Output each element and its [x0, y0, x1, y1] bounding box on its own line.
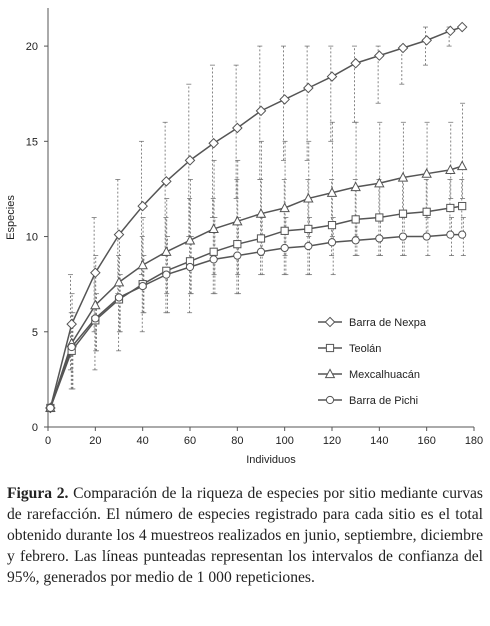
x-tick-label: 180 — [465, 435, 483, 447]
data-point-diamond — [421, 35, 432, 46]
data-point-diamond — [456, 21, 468, 33]
data-point-diamond — [445, 25, 456, 37]
data-point-square — [422, 207, 431, 216]
data-point-triangle — [279, 202, 290, 213]
data-point-triangle — [184, 234, 196, 245]
data-point-circle — [458, 230, 467, 239]
x-tick-label: 140 — [370, 435, 388, 447]
legend-label: Barra de Pichi — [349, 395, 418, 407]
data-point-diamond — [113, 229, 125, 240]
x-tick-label: 80 — [231, 435, 243, 447]
data-point-diamond — [397, 42, 409, 54]
data-point-triangle — [161, 246, 172, 256]
data-point-triangle — [350, 181, 361, 192]
data-point-circle — [162, 270, 171, 279]
x-tick-label: 20 — [89, 435, 101, 447]
y-tick-label: 5 — [32, 327, 38, 339]
data-point-square — [304, 224, 313, 234]
y-axis-label: Especies — [5, 195, 17, 240]
data-point-circle — [67, 342, 76, 352]
data-point-diamond — [303, 82, 314, 94]
data-point-square — [256, 234, 266, 243]
data-point-circle — [256, 247, 266, 256]
x-tick-label: 160 — [417, 435, 435, 447]
data-point-triangle — [208, 223, 219, 234]
data-point-triangle — [326, 187, 338, 197]
x-axis-label: Individuos — [246, 454, 296, 466]
data-point-square — [446, 203, 455, 213]
y-tick-label: 20 — [26, 41, 38, 53]
x-tick-label: 60 — [184, 435, 196, 447]
data-point-triangle — [445, 164, 456, 174]
data-point-triangle — [421, 168, 432, 178]
data-point-triangle — [232, 215, 243, 226]
legend-marker-triangle — [324, 368, 336, 379]
x-tick-label: 120 — [323, 435, 341, 447]
data-point-diamond — [374, 50, 385, 61]
data-point-diamond — [279, 94, 290, 105]
data-point-circle — [114, 293, 124, 302]
x-tick-label: 100 — [275, 435, 293, 447]
figure-caption: Figura 2. Comparación de la riqueza de e… — [7, 483, 483, 588]
legend-label: Mexcalhuacán — [349, 369, 420, 381]
data-point-diamond — [350, 57, 361, 69]
data-point-circle — [351, 236, 360, 245]
data-point-triangle — [374, 177, 385, 188]
data-point-circle — [138, 281, 147, 291]
legend-label: Teolán — [349, 343, 381, 355]
data-point-triangle — [137, 259, 148, 270]
data-point-square — [209, 247, 218, 256]
caption-text: Comparación de la riqueza de especies po… — [7, 485, 484, 586]
data-point-diamond — [326, 71, 338, 82]
data-point-triangle — [113, 276, 125, 287]
data-point-triangle — [397, 171, 409, 182]
data-point-circle — [91, 314, 100, 323]
legend-label: Barra de Nexpa — [349, 317, 427, 329]
data-point-circle — [398, 232, 408, 241]
data-point-diamond — [161, 176, 172, 187]
data-point-circle — [185, 262, 195, 272]
data-point-triangle — [456, 160, 468, 171]
legend-marker-diamond — [324, 316, 336, 328]
data-point-circle — [327, 238, 337, 247]
data-point-square — [458, 201, 467, 211]
data-point-square — [327, 221, 337, 230]
data-point-diamond — [208, 137, 219, 149]
legend-marker-square — [325, 343, 335, 353]
data-point-triangle — [90, 299, 101, 310]
data-point-circle — [46, 403, 55, 413]
data-point-circle — [446, 230, 455, 239]
data-point-circle — [422, 232, 431, 241]
legend-marker-circle — [325, 395, 335, 405]
data-point-diamond — [90, 267, 101, 279]
data-point-diamond — [184, 155, 196, 166]
data-point-circle — [375, 234, 384, 243]
y-tick-label: 0 — [32, 422, 38, 434]
data-point-diamond — [66, 318, 77, 330]
rarefaction-chart: 0 20 40 60 80 100 120 140 160 180 0 5 10 15 20 Individu… — [5, 8, 483, 466]
y-tick-label: 15 — [26, 136, 38, 148]
data-point-diamond — [137, 200, 148, 212]
data-point-triangle — [303, 192, 314, 203]
data-point-square — [375, 213, 384, 222]
data-point-circle — [304, 241, 313, 251]
y-tick-label: 10 — [26, 232, 38, 244]
data-point-square — [280, 226, 289, 235]
x-tick-label: 0 — [45, 435, 51, 447]
chart-svg: 0 20 40 60 80 100 120 140 160 180 0 5 10 15 20 Individu… — [5, 8, 483, 466]
x-tick-label: 40 — [137, 435, 149, 447]
data-point-square — [398, 209, 408, 218]
data-point-diamond — [232, 122, 243, 134]
data-point-circle — [209, 255, 218, 264]
data-point-square — [351, 215, 360, 224]
data-point-square — [233, 240, 242, 249]
data-point-triangle — [255, 208, 267, 218]
caption-label: Figura 2. — [7, 485, 69, 502]
data-point-circle — [280, 243, 289, 253]
data-point-circle — [233, 251, 242, 260]
data-point-diamond — [255, 105, 267, 117]
